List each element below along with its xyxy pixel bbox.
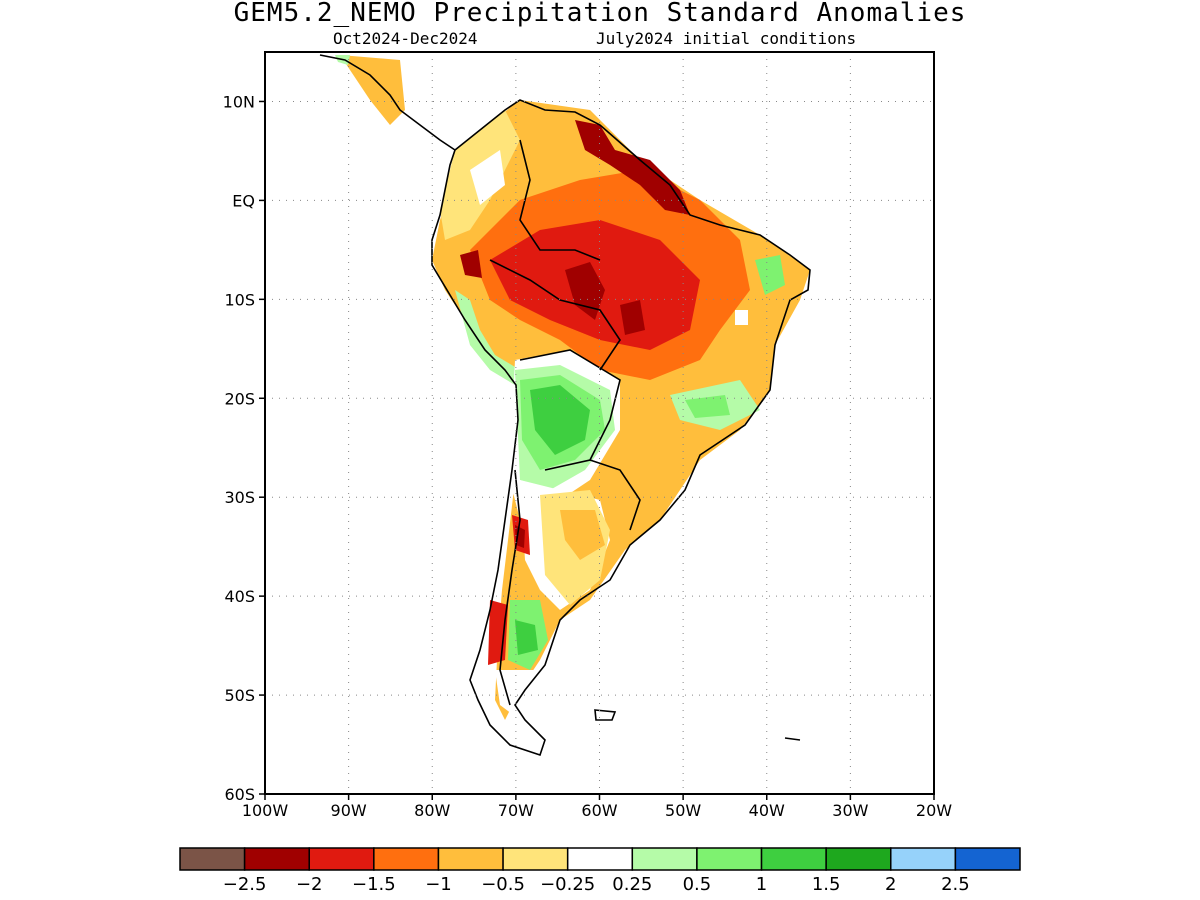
grid-lines	[265, 52, 934, 794]
lat-tick-label: 50S	[224, 686, 255, 705]
border-line-argentina-chile	[499, 469, 521, 706]
colorbar-swatch	[890, 847, 957, 871]
colorbar-label: 2	[885, 874, 896, 895]
colorbar-swatch	[696, 847, 763, 871]
anomaly-region-neutral-north	[470, 150, 505, 205]
lon-tick-label: 100W	[242, 801, 289, 820]
colorbar-label: 1.5	[812, 874, 841, 895]
lat-tick-label: 20S	[224, 389, 255, 408]
lon-tick-label: 90W	[331, 801, 367, 820]
colorbar-label: −0.5	[481, 874, 525, 895]
colorbar-label: −1	[425, 874, 452, 895]
lat-tick-label: 10S	[224, 290, 255, 309]
colorbar-label: −2.5	[223, 874, 267, 895]
colorbar-swatch	[825, 847, 892, 871]
anomaly-region-darkred-para	[620, 300, 645, 335]
anomaly-region-red-south-chile	[488, 600, 508, 665]
colorbar-swatch	[566, 847, 634, 871]
anomaly-region-wet-east	[685, 395, 730, 418]
anomaly-region-strongwet-patagonia	[515, 620, 538, 655]
forecast-period: Oct2024-Dec2024	[333, 29, 478, 48]
lon-tick-label: 40W	[749, 801, 785, 820]
lat-tick-label: 10N	[223, 92, 255, 111]
colorbar-label: 0.25	[612, 874, 652, 895]
south-america-coastline	[431, 99, 811, 757]
anomaly-region-darkred-amazon	[565, 262, 605, 320]
lat-tick-label: 30S	[224, 488, 255, 507]
falkland-islands	[594, 709, 617, 721]
colorbar-label: 1	[756, 874, 767, 895]
colorbar-swatch	[954, 847, 1021, 871]
colorbar-swatch	[437, 847, 504, 871]
colorbar-label: −1.5	[352, 874, 396, 895]
border-line-north	[519, 139, 601, 261]
colorbar-swatch	[631, 847, 698, 871]
anomaly-region-strongwet-bolivia	[530, 385, 590, 455]
colorbar-swatch	[760, 847, 827, 871]
anomaly-region-dry-central-america	[340, 55, 405, 125]
colorbar-label: −0.25	[540, 874, 595, 895]
anomaly-region-darkred-west	[460, 250, 482, 278]
lon-tick-label: 30W	[832, 801, 868, 820]
lon-tick-label: 20W	[916, 801, 952, 820]
lon-tick-label: 80W	[414, 801, 450, 820]
colorbar-swatch	[243, 847, 310, 871]
anomaly-region-lightwet-peru	[455, 290, 520, 385]
anomaly-shading	[335, 55, 810, 720]
anomaly-region-darkred-guianas	[575, 120, 690, 215]
colorbar-label: −2	[296, 874, 323, 895]
anomaly-region-neutral-tierra-del-fuego	[495, 670, 545, 720]
colorbar: −2.5 −2 −1.5 −1 −0.5 −0.25 0.25 0.5 1 1.5 2 2.5	[179, 847, 1021, 895]
colorbar-label: 0.5	[683, 874, 712, 895]
lon-tick-label: 50W	[665, 801, 701, 820]
lat-tick-label: 60S	[224, 785, 255, 804]
colorbar-swatch	[308, 847, 375, 871]
colorbar-label: 2.5	[941, 874, 970, 895]
longitude-labels: 100W 90W 80W 70W 60W 50W 40W 30W 20W	[242, 794, 952, 820]
colorbar-swatch	[179, 847, 246, 871]
lat-tick-label: 40S	[224, 587, 255, 606]
border-line-bolivia	[519, 349, 621, 471]
colorbar-swatch	[502, 847, 569, 871]
anomaly-region-neutral-east	[735, 310, 748, 325]
south-georgia	[784, 737, 801, 741]
lon-tick-label: 70W	[498, 801, 534, 820]
colorbar-swatch	[373, 847, 440, 871]
initial-conditions: July2024 initial conditions	[596, 29, 857, 48]
anomaly-region-dry-argentina	[560, 510, 605, 560]
lat-tick-label: EQ	[232, 191, 255, 210]
anomaly-region-wet-northeast	[755, 255, 785, 295]
lon-tick-label: 60W	[581, 801, 617, 820]
latitude-labels: 10N EQ 10S 20S 30S 40S 50S 60S	[223, 92, 265, 804]
coastlines	[319, 54, 811, 757]
border-line-amazon	[489, 259, 621, 371]
map-title: GEM5.2_NEMO Precipitation Standard Anoma…	[233, 0, 967, 28]
central-america-coastline	[319, 54, 456, 151]
border-line-paraguay	[589, 459, 641, 531]
